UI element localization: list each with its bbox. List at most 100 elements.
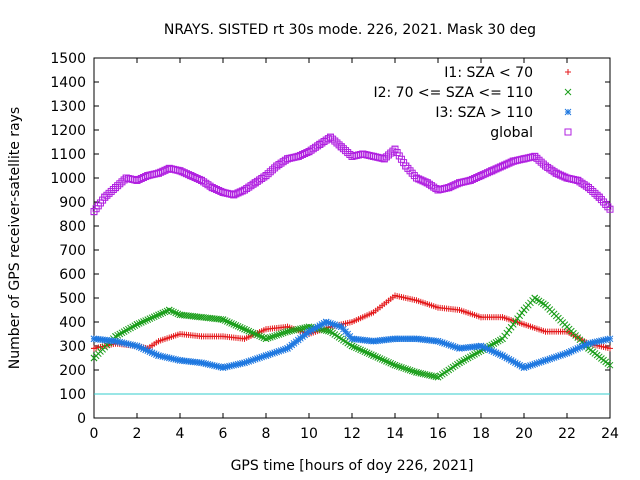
data-point [391, 335, 399, 343]
series-trace-marker [597, 196, 605, 204]
data-point [187, 172, 195, 180]
series-trace-marker [142, 317, 149, 324]
data-point [563, 323, 571, 331]
series-trace-marker [503, 329, 511, 337]
series-trace-marker [410, 368, 418, 376]
series-trace-marker [159, 309, 167, 317]
data-point [294, 152, 302, 160]
series-trace-marker [393, 362, 401, 370]
data-point [552, 169, 560, 177]
series-trace-marker [116, 180, 124, 188]
data-point [262, 352, 270, 359]
data-point [133, 321, 141, 328]
series-trace-marker [533, 154, 541, 162]
data-point [435, 304, 441, 311]
series-trace-marker [374, 354, 382, 361]
series-trace-marker [273, 331, 281, 339]
data-point [305, 148, 313, 156]
data-point [122, 174, 130, 182]
data-point [509, 157, 517, 165]
legend-label: I1: SZA < 70 [444, 65, 533, 81]
data-point [413, 297, 420, 304]
data-point [370, 309, 377, 316]
data-point [144, 172, 152, 180]
legend-marker [564, 108, 572, 116]
data-point [456, 307, 463, 313]
series-trace-marker [512, 318, 519, 325]
series-trace-marker [589, 187, 597, 195]
data-point [219, 188, 227, 196]
series-trace-marker [268, 166, 276, 174]
series-trace-marker [382, 153, 390, 161]
data-point [198, 359, 205, 367]
series-trace-marker [236, 323, 244, 331]
y-tick-label: 1400 [50, 75, 86, 91]
series-trace-marker [230, 321, 238, 328]
data-point [176, 357, 184, 364]
data-point [434, 337, 442, 345]
data-point [176, 167, 184, 175]
series-trace-marker [404, 164, 412, 172]
series-trace-marker [150, 313, 158, 321]
data-point [585, 184, 592, 192]
series-trace-marker [254, 331, 261, 339]
x-tick-label: 14 [386, 426, 404, 442]
y-tick-label: 600 [59, 267, 86, 283]
data-point [101, 193, 109, 201]
series-trace-marker [537, 158, 545, 166]
data-point [348, 152, 356, 160]
data-point [262, 172, 270, 180]
series-trace-marker [404, 366, 412, 373]
data-point [305, 328, 313, 335]
series-trace-marker [140, 318, 147, 325]
series-trace-marker [600, 198, 608, 206]
series-trace-marker [161, 308, 169, 316]
data-point [241, 186, 248, 194]
y-tick-label: 900 [59, 195, 86, 211]
data-point [391, 361, 399, 369]
data-point [477, 172, 485, 180]
y-tick-label: 1100 [50, 147, 86, 163]
series-trace-marker [376, 355, 384, 362]
series-2 [90, 294, 614, 381]
data-point [348, 342, 356, 350]
data-point [499, 352, 506, 359]
data-point [220, 333, 226, 340]
series-trace-marker [591, 189, 599, 197]
data-point [112, 337, 119, 345]
legend-marker [565, 69, 571, 75]
series-trace-marker [514, 315, 521, 322]
data-point [531, 294, 539, 302]
series-trace-marker [587, 186, 595, 194]
series-trace-marker [604, 203, 612, 211]
y-tick-label: 1300 [50, 99, 86, 115]
series-trace-marker [146, 315, 154, 322]
series-trace-marker [408, 367, 416, 375]
series-trace-marker [103, 191, 111, 199]
series-trace-marker [383, 358, 390, 365]
x-tick-label: 18 [472, 426, 490, 442]
series-trace-marker [421, 178, 429, 186]
data-point [606, 335, 614, 343]
series-trace-marker [221, 317, 229, 324]
chart-title: NRAYS. SISTED rt 30s mode. 226, 2021. Ma… [164, 22, 536, 38]
x-tick-label: 8 [262, 426, 271, 442]
series-trace-marker [324, 327, 332, 335]
data-point [520, 306, 528, 314]
data-point [370, 352, 377, 359]
series-trace-marker [333, 139, 341, 147]
x-tick-label: 24 [601, 426, 619, 442]
x-tick-label: 4 [176, 426, 185, 442]
series-trace-marker [509, 321, 517, 328]
data-point [284, 345, 291, 352]
data-point [262, 335, 270, 343]
data-point [165, 164, 173, 172]
series-trace-marker [243, 326, 251, 334]
series-3 [90, 318, 614, 371]
data-point [198, 333, 205, 340]
legend-label: global [490, 125, 533, 141]
data-point [359, 150, 367, 158]
data-point [208, 184, 216, 192]
series-trace-marker [148, 314, 156, 322]
series-trace-marker [247, 328, 255, 336]
